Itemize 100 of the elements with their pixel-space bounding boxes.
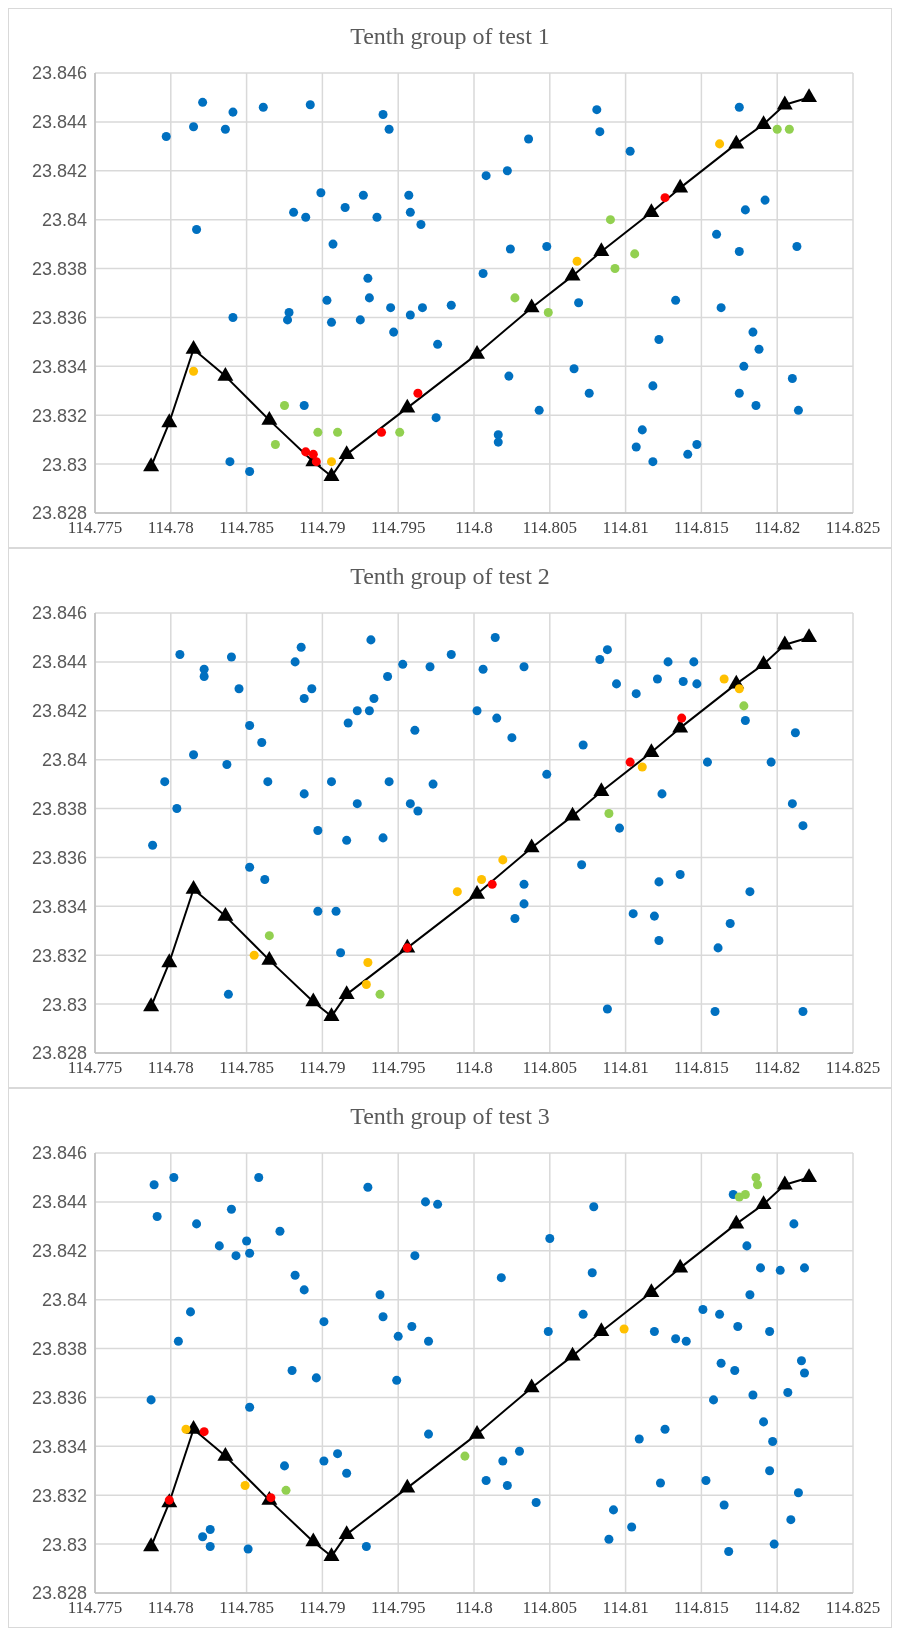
y-tick-label: 23.842 (31, 161, 87, 182)
point (605, 215, 615, 225)
y-tick-label: 23.836 (31, 1387, 87, 1408)
point (523, 298, 540, 313)
point (217, 1446, 234, 1461)
x-tick-label: 114.82 (754, 1058, 801, 1078)
point (333, 427, 343, 437)
point (361, 980, 371, 990)
point (564, 806, 581, 821)
point (543, 308, 553, 318)
y-tick-label: 23.846 (31, 1143, 87, 1164)
point (801, 1168, 818, 1183)
point (734, 684, 744, 694)
x-tick-label: 114.81 (602, 1598, 649, 1618)
x-tick-label: 114.78 (147, 1058, 194, 1078)
x-tick-label: 114.805 (522, 1058, 578, 1078)
y-tick-label: 23.84 (41, 750, 87, 771)
point (728, 134, 745, 149)
point (740, 1190, 750, 1200)
point (395, 427, 405, 437)
point (630, 249, 640, 259)
y-tick-label: 23.83 (41, 994, 87, 1015)
x-tick-label: 114.775 (67, 1598, 123, 1618)
point (308, 449, 318, 459)
x-tick-label: 114.785 (219, 1058, 274, 1078)
y-tick-label: 23.832 (31, 945, 87, 966)
x-tick-label: 114.79 (299, 1598, 346, 1618)
y-tick-label: 23.832 (31, 1485, 87, 1506)
y-tick-label: 23.832 (31, 405, 87, 426)
x-tick-label: 114.795 (370, 1598, 426, 1618)
point (261, 950, 278, 965)
point (301, 447, 311, 457)
x-tick-label: 114.795 (370, 518, 426, 538)
point (572, 256, 582, 266)
y-tick-label: 23.838 (31, 258, 87, 279)
y-tick-label: 23.834 (31, 1436, 87, 1457)
point (728, 1214, 745, 1229)
y-tick-label: 23.84 (41, 210, 87, 231)
point (643, 743, 660, 757)
point (752, 1180, 763, 1190)
point (755, 1195, 772, 1209)
point (755, 115, 772, 129)
x-tick-label: 114.82 (754, 518, 801, 538)
point (338, 1525, 355, 1539)
point (469, 1424, 485, 1439)
point (143, 997, 160, 1012)
y-tick-label: 23.844 (31, 652, 87, 673)
point (619, 1324, 629, 1334)
point (469, 344, 485, 359)
x-tick-label: 114.785 (219, 518, 274, 538)
y-tick-label: 23.836 (31, 847, 87, 868)
point (338, 985, 355, 999)
point (264, 931, 274, 941)
point (801, 628, 818, 643)
point (323, 467, 340, 481)
x-tick-label: 114.775 (67, 1058, 123, 1078)
chart-title: Tenth group of test 1 (349, 22, 551, 51)
point (487, 879, 497, 889)
point (672, 178, 689, 193)
x-tick-label: 114.79 (299, 1058, 346, 1078)
y-tick-label: 23.844 (31, 112, 87, 133)
point (305, 1532, 322, 1547)
y-tick-label: 23.846 (31, 603, 87, 624)
point (719, 674, 729, 684)
y-tick-label: 23.844 (31, 1192, 87, 1213)
x-tick-label: 114.815 (674, 1598, 729, 1618)
x-tick-label: 114.805 (522, 1598, 578, 1618)
y-tick-label: 23.84 (41, 1290, 87, 1311)
point (477, 874, 487, 884)
point (677, 713, 687, 723)
y-tick-label: 23.834 (31, 356, 87, 377)
x-tick-label: 114.775 (67, 518, 123, 538)
point (323, 1547, 340, 1561)
point (143, 457, 160, 472)
point (338, 445, 355, 459)
point (643, 1283, 660, 1297)
point (776, 1175, 793, 1190)
point (217, 366, 234, 381)
point (161, 413, 178, 428)
x-tick-label: 114.825 (825, 1058, 881, 1078)
point (772, 124, 782, 134)
point (240, 1480, 250, 1490)
point (715, 139, 725, 149)
point (199, 1427, 209, 1437)
x-tick-label: 114.8 (455, 1058, 493, 1078)
y-tick-label: 23.836 (31, 307, 87, 328)
point (377, 427, 387, 437)
x-tick-label: 114.8 (455, 518, 493, 538)
point (161, 953, 178, 968)
point (399, 1478, 416, 1493)
x-tick-label: 114.78 (147, 518, 194, 538)
point (305, 992, 322, 1007)
x-tick-label: 114.815 (674, 518, 729, 538)
point (413, 388, 423, 398)
x-tick-label: 114.81 (602, 1058, 649, 1078)
point (460, 1451, 470, 1461)
point (185, 880, 202, 894)
point (643, 203, 660, 217)
x-tick-label: 114.8 (455, 1598, 493, 1618)
x-tick-label: 114.79 (299, 518, 346, 538)
